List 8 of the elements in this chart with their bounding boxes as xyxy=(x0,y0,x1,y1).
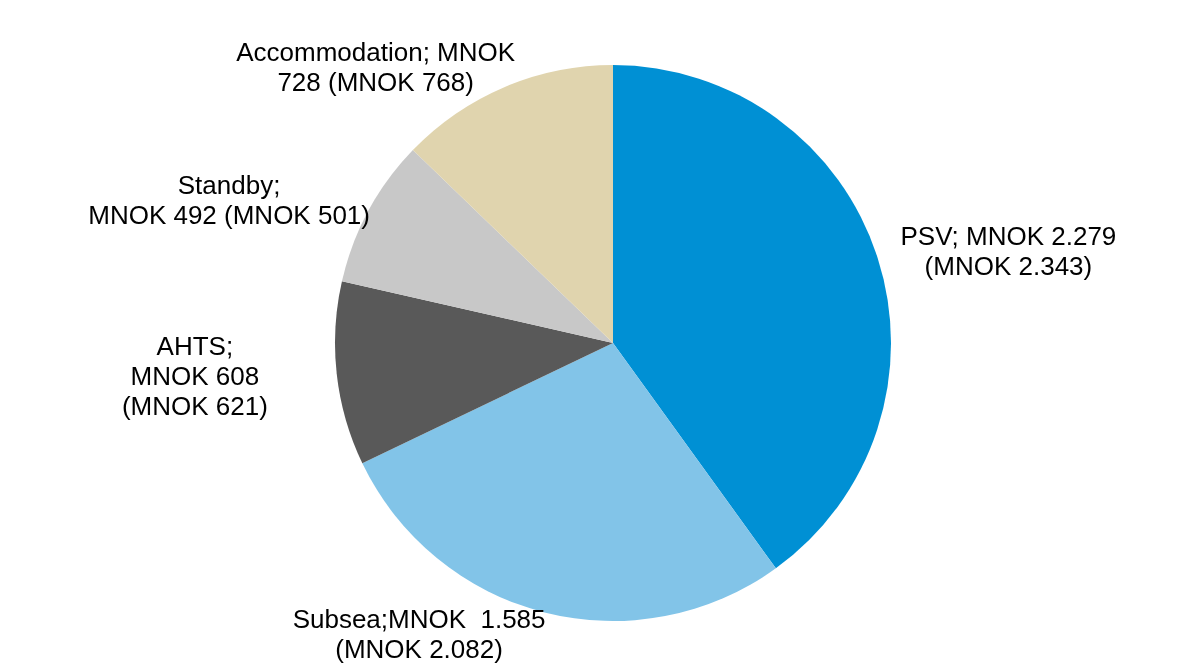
slice-label: PSV; MNOK 2.279 (MNOK 2.343) xyxy=(900,220,1117,281)
slice-label: Accommodation; MNOK 728 (MNOK 768) xyxy=(236,36,516,97)
slice-label: AHTS; MNOK 608 (MNOK 621) xyxy=(121,331,268,422)
pie-slice xyxy=(613,65,891,569)
slice-label: Standby; MNOK 492 (MNOK 501) xyxy=(88,170,370,231)
pie-slice xyxy=(335,281,613,464)
slice-label: Subsea;MNOK 1.585 (MNOK 2.082) xyxy=(292,603,546,664)
pie-slice xyxy=(412,65,613,343)
